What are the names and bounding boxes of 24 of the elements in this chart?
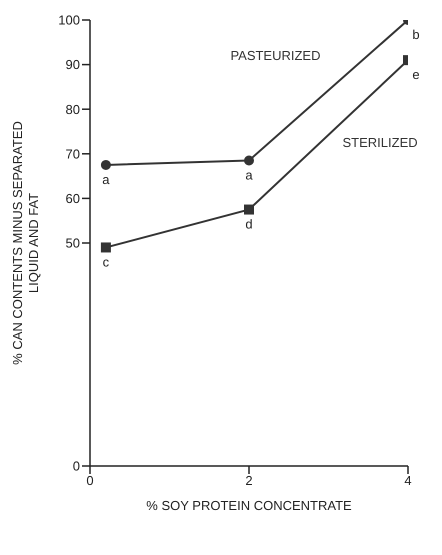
y-tick-label: 50 (66, 236, 80, 251)
point (100, 242, 111, 252)
x-tick-label: 2 (245, 473, 253, 488)
annotation: e (412, 67, 420, 82)
series-label: STERILIZED (342, 134, 418, 150)
point (100, 160, 111, 170)
point (244, 204, 254, 215)
y-tick-label: 90 (66, 57, 80, 72)
y-tick-label: 100 (58, 12, 80, 28)
y-axis-title: % CAN CONTENTS MINUS SEPARATED LIQUID AND FAT (10, 121, 41, 365)
x-tick-label: 0 (86, 473, 94, 488)
x-axis-title: % SOY PROTEIN CONCENTRATE (146, 498, 352, 513)
annotation: c (102, 254, 110, 270)
annotation: a (102, 172, 110, 187)
series-label: PASTEURIZED (230, 48, 320, 64)
annotation: b (412, 27, 420, 42)
annotation: a (245, 167, 254, 182)
x-tick-label: 4 (404, 473, 412, 488)
y-tick-label: 60 (66, 191, 80, 206)
y-tick-label: 80 (66, 102, 80, 117)
point (244, 155, 254, 166)
y-tick-label: 70 (66, 146, 80, 162)
annotation: d (245, 216, 253, 232)
y-tick-label: 0 (72, 458, 80, 474)
